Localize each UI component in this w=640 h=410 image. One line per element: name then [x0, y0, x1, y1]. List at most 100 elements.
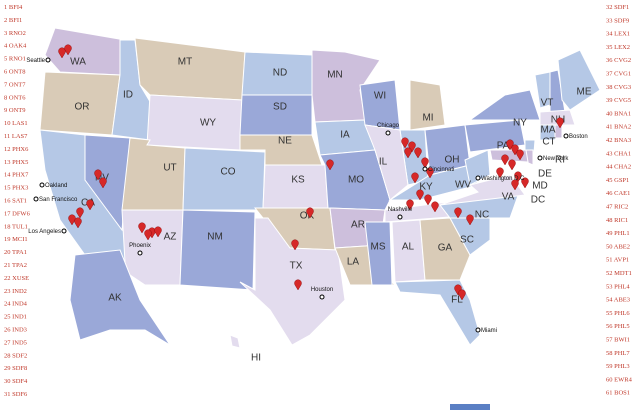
site-pin: [74, 217, 82, 229]
state-label: CO: [221, 167, 236, 178]
city-dot: [385, 130, 391, 136]
state-shape: [134, 37, 246, 101]
right-list-item: 42 BNA3: [606, 137, 631, 144]
site-pin: [326, 159, 334, 171]
left-list-item: 6 ONT8: [4, 69, 25, 76]
left-list-item: 15 PHX3: [4, 185, 28, 192]
site-pin: [76, 207, 84, 219]
state-label: NY: [513, 118, 527, 129]
state-label: OK: [300, 211, 315, 222]
left-list-item: 16 SAT1: [4, 198, 27, 205]
state-label: KY: [419, 182, 433, 193]
state-label: GA: [438, 243, 453, 254]
city-label: Los Angeles: [28, 229, 61, 235]
site-pin: [401, 137, 409, 149]
state-label: RI: [555, 155, 565, 166]
left-list-item: 11 LAS7: [4, 133, 28, 140]
state-shape: [229, 334, 241, 349]
state-label: SC: [460, 235, 474, 246]
left-list-item: 29 SDF8: [4, 365, 27, 372]
left-list-item: 5 RNO1: [4, 56, 26, 63]
state-label: MO: [348, 175, 364, 186]
site-pin: [138, 222, 146, 234]
city-dot: [137, 250, 143, 256]
site-pin: [421, 157, 429, 169]
state-shape: [239, 217, 346, 346]
left-list-item: 12 PHX6: [4, 146, 29, 153]
left-list-item: 27 IND5: [4, 339, 27, 346]
site-pin: [144, 229, 152, 241]
right-list-item: 44 CHA2: [606, 164, 631, 171]
right-list-item: 53 PHL4: [606, 283, 630, 290]
right-list-item: 35 LEX2: [606, 44, 630, 51]
site-pin: [64, 44, 72, 56]
right-list-item: 33 SDF9: [606, 17, 629, 24]
city-label: Nashville: [388, 207, 413, 213]
city-label: Houston: [311, 287, 333, 293]
site-pin: [58, 47, 66, 59]
state-label: KS: [291, 175, 305, 186]
site-pin: [496, 167, 504, 179]
right-list-item: 56 PHL5: [606, 323, 630, 330]
site-pin: [454, 207, 462, 219]
site-pin: [514, 171, 522, 183]
state-shape: [468, 89, 541, 121]
state-shape: [262, 164, 329, 209]
state-shape: [419, 217, 471, 281]
state-label: OR: [75, 102, 90, 113]
right-list-item: 36 CVG2: [606, 57, 631, 64]
left-list-item: 4 OAK4: [4, 43, 27, 50]
state-shape: [182, 147, 266, 211]
state-label: MA: [541, 125, 556, 136]
state-label: AR: [351, 220, 365, 231]
state-label: MI: [422, 113, 433, 124]
right-list-item: 45 GSP1: [606, 177, 629, 184]
site-pin: [294, 279, 302, 291]
city-dot: [537, 155, 543, 161]
state-label: IL: [379, 157, 388, 168]
state-label: VA: [502, 192, 515, 203]
state-shape: [364, 124, 409, 201]
site-pin: [306, 207, 314, 219]
state-label: WV: [455, 180, 471, 191]
state-shape: [394, 279, 481, 346]
city-dot: [45, 57, 51, 63]
left-list-item: 1 BFI4: [4, 4, 23, 11]
state-label: MT: [178, 57, 192, 68]
state-label: AZ: [164, 232, 177, 243]
state-shape: [146, 94, 243, 151]
right-list-item: 34 LEX1: [606, 31, 630, 38]
right-list-item: 46 CAE1: [606, 190, 630, 197]
city-label: Washington D.C: [481, 176, 525, 182]
city-label: Cincinnati: [428, 167, 454, 173]
state-shape: [179, 209, 256, 291]
city-dot: [319, 294, 325, 300]
city-label: San Francisco: [39, 197, 78, 203]
right-list-item: 58 PHL7: [606, 350, 630, 357]
left-list-item: 31 SDF6: [4, 391, 28, 398]
site-pin: [406, 199, 414, 211]
city-label: Chicago: [377, 123, 400, 129]
site-pin: [501, 154, 509, 166]
site-pin: [291, 239, 299, 251]
site-pin: [466, 214, 474, 226]
state-shape: [44, 27, 126, 76]
site-pin: [414, 147, 422, 159]
city-label: Oakland: [45, 183, 67, 189]
left-list-item: 17 DFW6: [4, 210, 31, 217]
city-dot: [397, 214, 403, 220]
site-pin: [516, 149, 524, 161]
site-pin: [508, 159, 516, 171]
state-label: DC: [531, 195, 545, 206]
right-list-item: 38 CVG3: [606, 84, 631, 91]
left-list-item: 9 ONT9: [4, 107, 25, 114]
city-dot: [33, 196, 39, 202]
left-list-item: 25 IND1: [4, 314, 27, 321]
city-dot: [39, 182, 45, 188]
right-list-item: 32 SDF1: [606, 4, 629, 11]
state-label: MN: [327, 70, 343, 81]
state-label: AL: [402, 242, 415, 253]
site-pin: [511, 179, 519, 191]
right-list-item: 47 RIC2: [606, 204, 628, 211]
